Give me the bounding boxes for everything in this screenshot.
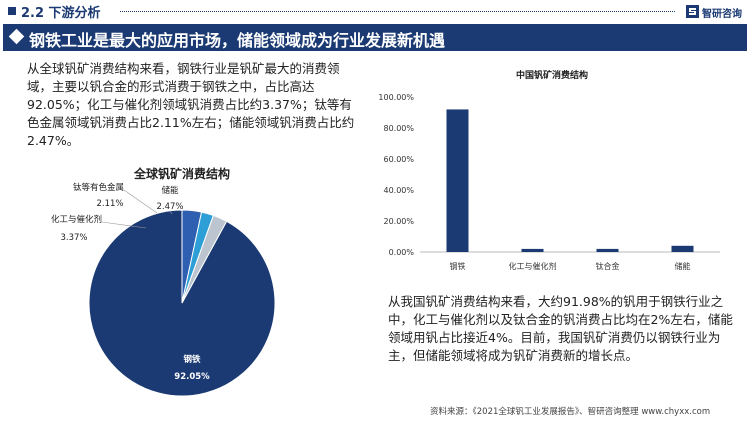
bar-title: 中国钒矿消费结构 [516, 69, 588, 81]
bar-ytick-label-2: 40.00% [383, 186, 414, 195]
pie-chart: 全球钒矿消费结构 钢铁 92.05% 化工与催化剂 3.37% 钛等有色金属 2.11% 储… [51, 166, 276, 397]
pie-label-value-3: 2.47% [156, 202, 183, 212]
pie-leader-line-1 [101, 221, 147, 229]
source-note: 资料来源：《2021全球钒工业发展报告》、智研咨询整理 www.chyxx.co… [430, 407, 711, 417]
bar-xtick-label-1: 化工与催化剂 [509, 261, 557, 271]
china-summary-paragraph: 从我国钒矿消费结构来看，大约91.98%的钒用于钢铁行业之中，化工与催化剂以及钛… [388, 294, 733, 363]
bar-0 [446, 109, 469, 252]
section-header: 2.2 下游分析 智研咨询 [0, 0, 750, 22]
pie-leader-line-3 [169, 210, 173, 215]
pie-title: 全球钒矿消费结构 [133, 166, 230, 181]
brand-logo: 智研咨询 [686, 4, 746, 20]
bar-ytick-label-1: 20.00% [383, 217, 414, 226]
logo-icon [686, 5, 699, 18]
pie-label-value-0: 92.05% [174, 372, 210, 382]
pie-slice-3 [181, 214, 228, 304]
bar-ytick-label-3: 60.00% [383, 155, 414, 164]
bar-xtick-label-0: 钢铁 [450, 261, 466, 271]
logo-text: 智研咨询 [702, 9, 742, 20]
section-marker-square [8, 7, 16, 15]
pie-label-name-0: 钢铁 [183, 354, 201, 365]
bar-3 [671, 245, 694, 252]
global-summary-paragraph: 从全球钒矿消费结构来看，钢铁行业是钒矿最大的消费领域，主要以钒合金的形式消费于钢… [27, 61, 355, 148]
pie-label-name-3: 储能 [161, 185, 179, 196]
bar-ytick-label-4: 80.00% [383, 124, 414, 133]
bar-xtick-label-2: 钛合金 [596, 261, 620, 271]
pie-label-value-2: 2.11% [96, 199, 123, 209]
header-divider [120, 11, 675, 12]
bar-chart: 中国钒矿消费结构 0.00% 20.00% 40.00% 60.00% 80.00% 10… [378, 69, 720, 271]
pie-label-name-2: 钛等有色金属 [73, 182, 124, 193]
bar-2 [596, 248, 619, 252]
bar-1 [521, 248, 544, 252]
pie-leader-line-2 [123, 189, 158, 214]
headline-banner: 钢铁工业是最大的应用市场，储能领域成为行业发展新机遇 [3, 24, 747, 51]
pie-label-name-1: 化工与催化剂 [51, 214, 102, 225]
section-title: 2.2 下游分析 [21, 6, 101, 21]
bar-ytick-label-5: 100.00% [378, 93, 414, 102]
pie-label-value-1: 3.37% [60, 233, 87, 243]
headline-text: 钢铁工业是最大的应用市场，储能领域成为行业发展新机遇 [29, 31, 446, 50]
bar-ytick-label-0: 0.00% [389, 248, 415, 257]
bar-xtick-label-3: 储能 [675, 261, 691, 271]
